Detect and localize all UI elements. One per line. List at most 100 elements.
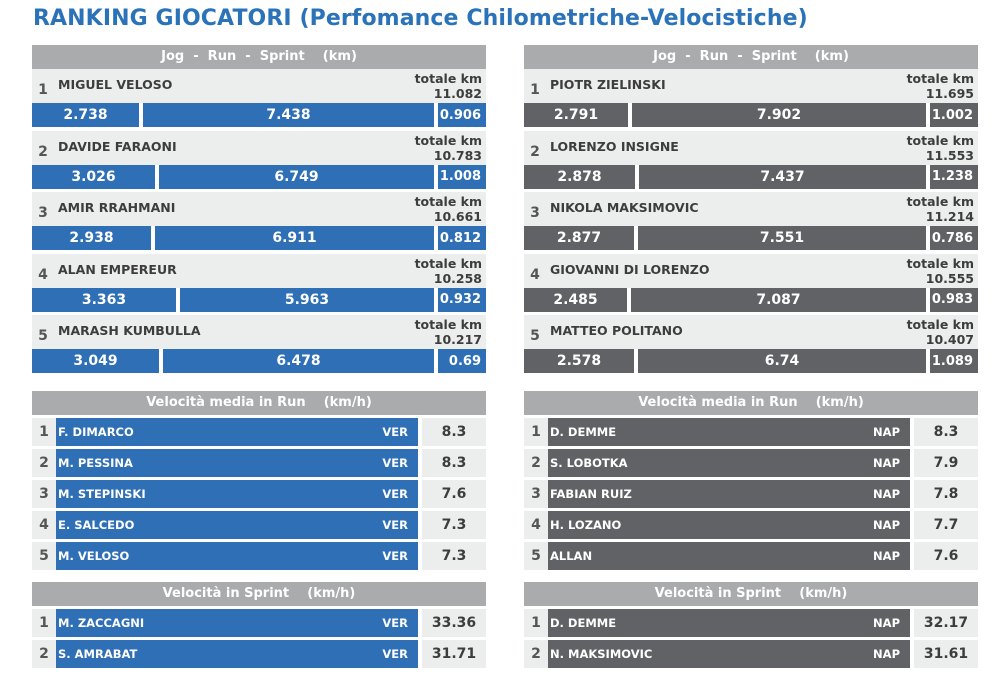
player-name: PIOTR ZIELINSKI <box>550 77 666 92</box>
km-bars: 2.485 7.087 0.983 <box>524 287 978 312</box>
rank-number: 3 <box>32 480 56 508</box>
player-cell: M. VELOSO VER <box>56 542 418 570</box>
run-bar: 7.087 <box>631 287 926 312</box>
run-speed-right: Velocità media in Run (km/h) 1 D. DEMME NA… <box>524 391 978 570</box>
run-speed-header: Velocità media in Run (km/h) <box>524 391 978 415</box>
player-info: 1 PIOTR ZIELINSKI totale km 11.695 <box>524 69 978 103</box>
player-info: 3 AMIR RRAHMANI totale km 10.661 <box>32 192 486 226</box>
km-bars: 2.578 6.74 1.089 <box>524 349 978 373</box>
team-code: NAP <box>873 456 900 470</box>
km-bars: 3.026 6.749 1.008 <box>32 164 486 189</box>
player-info: 5 MATTEO POLITANO totale km 10.407 <box>524 315 978 349</box>
rank-number: 1 <box>530 82 540 98</box>
player-name: LORENZO INSIGNE <box>550 138 679 154</box>
total-km-label: totale km <box>414 132 482 148</box>
player-cell: ALLAN NAP <box>548 542 910 570</box>
player-name: D. DEMME <box>550 616 617 630</box>
jog-bar: 3.026 <box>32 164 155 189</box>
player-name: E. SALCEDO <box>58 518 135 532</box>
jog-bar: 2.791 <box>524 103 628 127</box>
speed-value: 33.36 <box>422 609 486 637</box>
run-bar: 7.551 <box>638 226 926 250</box>
km-bars: 2.738 7.438 0.906 <box>32 103 486 127</box>
ranking-row: 5 M. VELOSO VER 7.3 <box>32 542 486 570</box>
km-bars: 2.877 7.551 0.786 <box>524 226 978 250</box>
jog-bar: 2.938 <box>32 226 151 250</box>
rank-number: 2 <box>32 449 56 477</box>
player-name: M. VELOSO <box>58 549 130 563</box>
player-cell: S. AMRABAT VER <box>56 640 418 668</box>
sprint-bar: 0.69 <box>438 349 486 373</box>
player-km-row: 3 NIKOLA MAKSIMOVIC totale km 11.214 2.877 7.… <box>524 192 978 254</box>
total-km-label: totale km <box>906 194 974 209</box>
player-info: 1 MIGUEL VELOSO totale km 11.082 <box>32 69 486 103</box>
team-code: NAP <box>873 487 900 501</box>
rank-number: 5 <box>524 542 548 570</box>
page-title: RANKING GIOCATORI (Perfomance Chilometri… <box>33 6 808 31</box>
jog-bar: 2.578 <box>524 349 634 373</box>
jog-bar: 3.049 <box>32 349 159 373</box>
total-km-label: totale km <box>906 132 974 148</box>
player-cell: M. STEPINSKI VER <box>56 480 418 508</box>
team-code: VER <box>382 616 408 630</box>
sprint-bar: 0.812 <box>438 226 486 250</box>
rank-number: 4 <box>524 511 548 539</box>
team-code: NAP <box>873 647 900 661</box>
rank-number: 1 <box>32 609 56 637</box>
total-km-label: totale km <box>414 71 482 86</box>
ranking-row: 3 FABIAN RUIZ NAP 7.8 <box>524 480 978 508</box>
rank-number: 1 <box>524 609 548 637</box>
ranking-row: 1 M. ZACCAGNI VER 33.36 <box>32 609 486 637</box>
team-code: VER <box>382 518 408 532</box>
player-name: M. ZACCAGNI <box>58 616 145 630</box>
sprint-speed-left: Velocità in Sprint (km/h) 1 M. ZACCAGNI VE… <box>32 582 486 668</box>
sprint-bar: 1.089 <box>930 349 978 373</box>
player-name: GIOVANNI DI LORENZO <box>550 261 710 277</box>
player-info: 2 DAVIDE FARAONI totale km 10.783 <box>32 130 486 165</box>
total-km-value: 10.217 <box>433 332 482 347</box>
jog-bar: 3.363 <box>32 287 176 312</box>
player-name: NIKOLA MAKSIMOVIC <box>550 200 699 215</box>
run-speed-header: Velocità media in Run (km/h) <box>32 391 486 415</box>
speed-value: 7.3 <box>422 511 486 539</box>
team-code: NAP <box>873 549 900 563</box>
ranking-row: 2 S. AMRABAT VER 31.71 <box>32 640 486 668</box>
player-cell: M. PESSINA VER <box>56 449 418 477</box>
run-bar: 6.749 <box>159 164 434 189</box>
total-km-value: 11.214 <box>925 209 974 224</box>
ranking-row: 1 F. DIMARCO VER 8.3 <box>32 418 486 446</box>
ranking-row: 2 S. LOBOTKA NAP 7.9 <box>524 449 978 477</box>
speed-value: 32.17 <box>914 609 978 637</box>
player-cell: D. DEMME NAP <box>548 609 910 637</box>
rank-number: 1 <box>38 82 48 98</box>
total-km-value: 11.695 <box>925 86 974 101</box>
player-info: 5 MARASH KUMBULLA totale km 10.217 <box>32 315 486 349</box>
team-code: NAP <box>873 425 900 439</box>
ranking-row: 1 D. DEMME NAP 32.17 <box>524 609 978 637</box>
jog-bar: 2.738 <box>32 103 139 127</box>
player-name: M. PESSINA <box>58 456 133 470</box>
player-name: MIGUEL VELOSO <box>58 77 173 92</box>
sprint-bar: 0.932 <box>438 287 486 312</box>
player-km-row: 4 GIOVANNI DI LORENZO totale km 10.555 2.485… <box>524 253 978 316</box>
run-bar: 5.963 <box>180 287 434 312</box>
player-name: AMIR RRAHMANI <box>58 200 176 215</box>
run-bar: 6.74 <box>638 349 926 373</box>
team-code: VER <box>382 425 408 439</box>
run-bar: 6.911 <box>155 226 434 250</box>
team-code: VER <box>382 647 408 661</box>
run-bar: 7.438 <box>143 103 434 127</box>
player-km-row: 1 MIGUEL VELOSO totale km 11.082 2.738 7.438 0… <box>32 69 486 131</box>
sprint-bar: 1.008 <box>438 164 486 189</box>
total-km-value: 10.258 <box>433 270 482 286</box>
player-cell: H. LOZANO NAP <box>548 511 910 539</box>
speed-value: 8.3 <box>422 449 486 477</box>
player-name: F. DIMARCO <box>58 425 134 439</box>
km-bars: 2.878 7.437 1.238 <box>524 164 978 189</box>
rank-number: 2 <box>524 640 548 668</box>
team-code: NAP <box>873 616 900 630</box>
player-cell: M. ZACCAGNI VER <box>56 609 418 637</box>
sprint-bar: 0.786 <box>930 226 978 250</box>
player-km-row: 5 MARASH KUMBULLA totale km 10.217 3.049 6.47… <box>32 315 486 377</box>
total-km-value: 10.783 <box>433 147 482 163</box>
